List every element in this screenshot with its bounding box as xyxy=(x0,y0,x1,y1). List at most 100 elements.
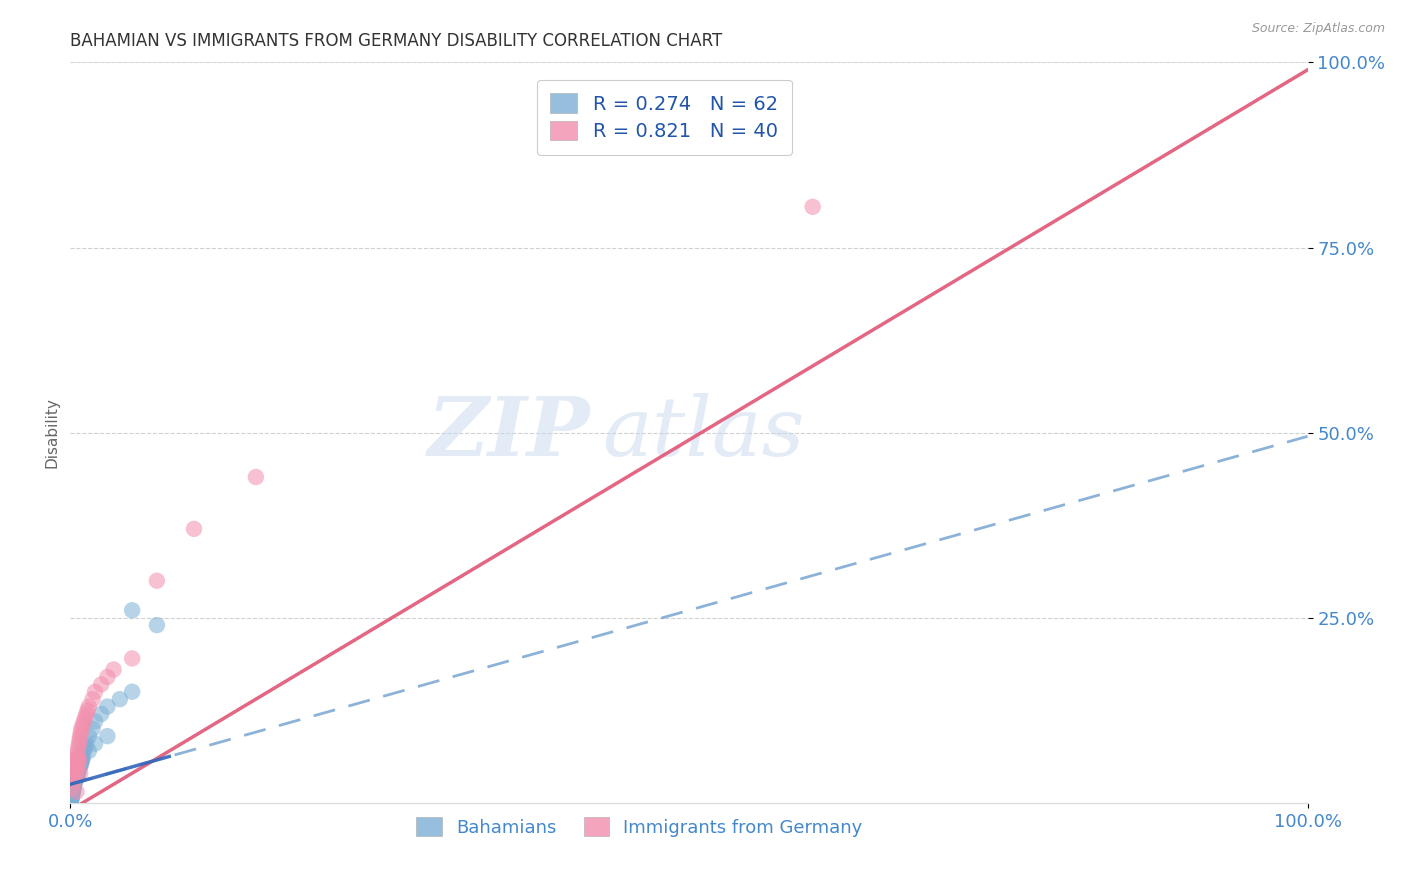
Point xyxy=(65,763,87,777)
Point xyxy=(65,751,87,765)
Text: Source: ZipAtlas.com: Source: ZipAtlas.com xyxy=(1251,22,1385,36)
Point xyxy=(72,747,94,762)
Point xyxy=(65,770,87,784)
Point xyxy=(96,670,118,684)
Point xyxy=(801,200,824,214)
Point xyxy=(65,773,87,788)
Point xyxy=(69,755,91,769)
Point xyxy=(60,785,83,799)
Point xyxy=(65,758,87,772)
Point xyxy=(62,782,84,797)
Point xyxy=(60,787,83,801)
Point xyxy=(70,722,93,736)
Point xyxy=(69,758,91,772)
Point xyxy=(67,763,90,777)
Point xyxy=(66,764,89,779)
Point xyxy=(63,777,86,791)
Point xyxy=(65,770,87,784)
Point xyxy=(66,767,89,781)
Point xyxy=(62,770,84,784)
Point xyxy=(67,755,90,769)
Point xyxy=(66,744,89,758)
Point xyxy=(60,789,83,803)
Point xyxy=(245,470,267,484)
Point xyxy=(59,794,82,808)
Point xyxy=(59,794,82,808)
Point xyxy=(66,766,89,780)
Point xyxy=(66,747,89,762)
Point xyxy=(75,740,97,755)
Text: BAHAMIAN VS IMMIGRANTS FROM GERMANY DISABILITY CORRELATION CHART: BAHAMIAN VS IMMIGRANTS FROM GERMANY DISA… xyxy=(70,32,723,50)
Point xyxy=(63,775,86,789)
Point xyxy=(63,766,86,780)
Point xyxy=(60,791,83,805)
Point xyxy=(63,755,86,769)
Point xyxy=(62,780,84,795)
Point xyxy=(69,760,91,774)
Point xyxy=(69,757,91,772)
Point xyxy=(121,603,143,617)
Point xyxy=(65,772,87,786)
Point xyxy=(69,729,91,743)
Point xyxy=(90,677,112,691)
Point xyxy=(77,699,100,714)
Legend: Bahamians, Immigrants from Germany: Bahamians, Immigrants from Germany xyxy=(404,805,875,849)
Point xyxy=(70,751,93,765)
Point xyxy=(84,737,107,751)
Point xyxy=(65,766,87,780)
Point xyxy=(63,777,86,791)
Point xyxy=(103,663,125,677)
Point xyxy=(67,758,90,772)
Text: atlas: atlas xyxy=(602,392,804,473)
Point xyxy=(84,714,107,729)
Point xyxy=(65,770,87,784)
Point xyxy=(67,763,90,777)
Point xyxy=(146,574,169,588)
Point xyxy=(69,732,91,747)
Point xyxy=(63,775,86,789)
Point xyxy=(60,792,83,806)
Point xyxy=(108,692,131,706)
Point xyxy=(77,744,100,758)
Point xyxy=(66,770,89,784)
Point xyxy=(62,782,84,797)
Point xyxy=(84,685,107,699)
Point xyxy=(60,789,83,804)
Point xyxy=(69,725,91,739)
Point xyxy=(146,618,169,632)
Point xyxy=(62,786,84,800)
Point xyxy=(65,767,87,781)
Point xyxy=(72,718,94,732)
Point xyxy=(82,722,104,736)
Point xyxy=(60,780,83,795)
Point xyxy=(59,789,82,804)
Point xyxy=(65,763,87,777)
Point xyxy=(62,780,84,794)
Point xyxy=(96,699,118,714)
Text: ZIP: ZIP xyxy=(427,392,591,473)
Point xyxy=(75,706,97,721)
Point xyxy=(67,737,90,751)
Point xyxy=(67,751,90,765)
Point xyxy=(60,793,83,807)
Point xyxy=(67,740,90,755)
Point xyxy=(69,766,91,780)
Point xyxy=(121,685,143,699)
Point xyxy=(63,773,86,788)
Point xyxy=(65,772,87,786)
Point xyxy=(76,703,98,717)
Point xyxy=(77,729,100,743)
Point xyxy=(63,753,86,767)
Point xyxy=(72,751,94,765)
Point xyxy=(65,785,87,799)
Point xyxy=(63,773,86,788)
Point xyxy=(70,755,93,769)
Point xyxy=(70,753,93,767)
Point xyxy=(96,729,118,743)
Point xyxy=(75,711,97,725)
Point xyxy=(73,714,96,729)
Point xyxy=(66,758,89,772)
Point xyxy=(67,764,90,779)
Point xyxy=(75,737,97,751)
Point xyxy=(62,785,84,799)
